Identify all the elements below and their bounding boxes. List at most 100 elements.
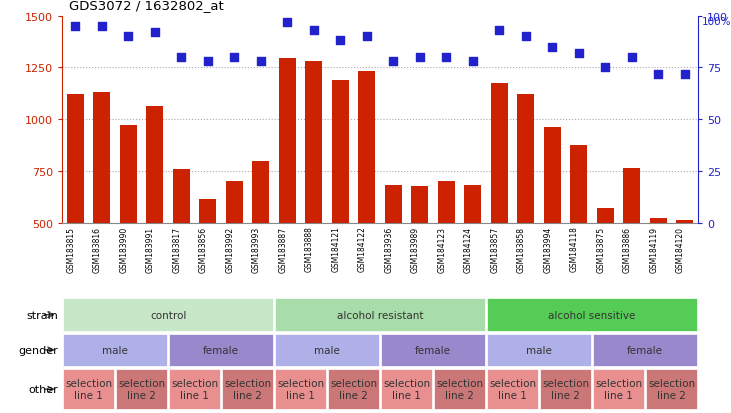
Bar: [464, 186, 482, 326]
Point: [123, 34, 135, 40]
Point: [467, 59, 479, 65]
Text: selection
line 1: selection line 1: [171, 378, 218, 400]
Text: GSM183858: GSM183858: [517, 226, 526, 272]
Text: selection
line 2: selection line 2: [436, 378, 483, 400]
Text: GSM183817: GSM183817: [173, 226, 181, 272]
Text: GSM183990: GSM183990: [119, 226, 129, 272]
Text: GSM183816: GSM183816: [93, 226, 102, 272]
Bar: [116, 369, 167, 409]
Text: gender: gender: [19, 345, 58, 355]
Text: selection
line 1: selection line 1: [65, 378, 112, 400]
Text: GSM184122: GSM184122: [358, 226, 367, 272]
Text: GSM183856: GSM183856: [199, 226, 208, 272]
Bar: [381, 369, 432, 409]
Point: [281, 19, 293, 26]
Text: alcohol sensitive: alcohol sensitive: [548, 310, 636, 320]
Bar: [385, 186, 402, 326]
Bar: [544, 128, 561, 326]
Text: female: female: [415, 345, 451, 355]
Point: [202, 59, 213, 65]
Point: [149, 30, 161, 36]
Point: [387, 59, 399, 65]
Text: GSM183993: GSM183993: [252, 226, 261, 272]
Text: female: female: [203, 345, 239, 355]
Text: male: male: [526, 345, 552, 355]
Text: GSM184124: GSM184124: [464, 226, 473, 272]
Point: [335, 38, 346, 45]
Text: control: control: [150, 310, 186, 320]
Bar: [438, 182, 455, 326]
Text: selection
line 2: selection line 2: [118, 378, 165, 400]
Bar: [676, 221, 694, 326]
Bar: [252, 162, 270, 326]
Bar: [487, 369, 538, 409]
Bar: [593, 369, 644, 409]
Text: GSM183888: GSM183888: [305, 226, 314, 272]
Bar: [332, 81, 349, 326]
Bar: [63, 334, 167, 366]
Text: GSM184119: GSM184119: [649, 226, 659, 272]
Bar: [358, 72, 376, 326]
Bar: [63, 299, 273, 331]
Bar: [306, 62, 322, 326]
Bar: [222, 369, 273, 409]
Bar: [275, 369, 326, 409]
Text: GSM184121: GSM184121: [331, 226, 341, 272]
Text: selection
line 1: selection line 1: [595, 378, 642, 400]
Point: [493, 28, 505, 34]
Bar: [169, 334, 273, 366]
Text: GSM183857: GSM183857: [491, 226, 499, 272]
Bar: [173, 169, 190, 326]
Text: GSM183936: GSM183936: [385, 226, 393, 272]
Point: [175, 55, 187, 61]
Bar: [624, 169, 640, 326]
Text: selection
line 2: selection line 2: [330, 378, 377, 400]
Bar: [434, 369, 485, 409]
Bar: [275, 334, 379, 366]
Text: GSM183989: GSM183989: [411, 226, 420, 272]
Text: strain: strain: [26, 310, 58, 320]
Text: GSM183992: GSM183992: [225, 226, 235, 272]
Bar: [570, 145, 588, 326]
Bar: [120, 126, 137, 326]
Point: [308, 28, 319, 34]
Bar: [63, 369, 114, 409]
Point: [69, 24, 81, 30]
Text: GSM184118: GSM184118: [570, 226, 579, 272]
Bar: [169, 369, 220, 409]
Text: GSM183815: GSM183815: [67, 226, 75, 272]
Text: selection
line 2: selection line 2: [542, 378, 589, 400]
Text: male: male: [314, 345, 340, 355]
Point: [679, 71, 691, 78]
Bar: [518, 95, 534, 326]
Point: [626, 55, 637, 61]
Bar: [646, 369, 697, 409]
Text: selection
line 1: selection line 1: [383, 378, 430, 400]
Text: selection
line 2: selection line 2: [648, 378, 695, 400]
Point: [414, 55, 425, 61]
Text: GSM183875: GSM183875: [596, 226, 605, 272]
Bar: [650, 219, 667, 326]
Bar: [487, 334, 591, 366]
Bar: [540, 369, 591, 409]
Point: [441, 55, 452, 61]
Point: [229, 55, 240, 61]
Bar: [593, 334, 697, 366]
Text: GDS3072 / 1632802_at: GDS3072 / 1632802_at: [69, 0, 224, 12]
Text: GSM183887: GSM183887: [279, 226, 287, 272]
Text: other: other: [29, 384, 58, 394]
Text: selection
line 2: selection line 2: [224, 378, 271, 400]
Bar: [412, 187, 428, 326]
Text: female: female: [627, 345, 663, 355]
Text: GSM183886: GSM183886: [623, 226, 632, 272]
Bar: [146, 106, 164, 326]
Text: GSM183994: GSM183994: [543, 226, 553, 272]
Text: GSM184120: GSM184120: [676, 226, 685, 272]
Text: GSM184123: GSM184123: [437, 226, 447, 272]
Bar: [67, 95, 84, 326]
Point: [361, 34, 373, 40]
Point: [547, 44, 558, 51]
Point: [255, 59, 267, 65]
Bar: [328, 369, 379, 409]
Bar: [381, 334, 485, 366]
